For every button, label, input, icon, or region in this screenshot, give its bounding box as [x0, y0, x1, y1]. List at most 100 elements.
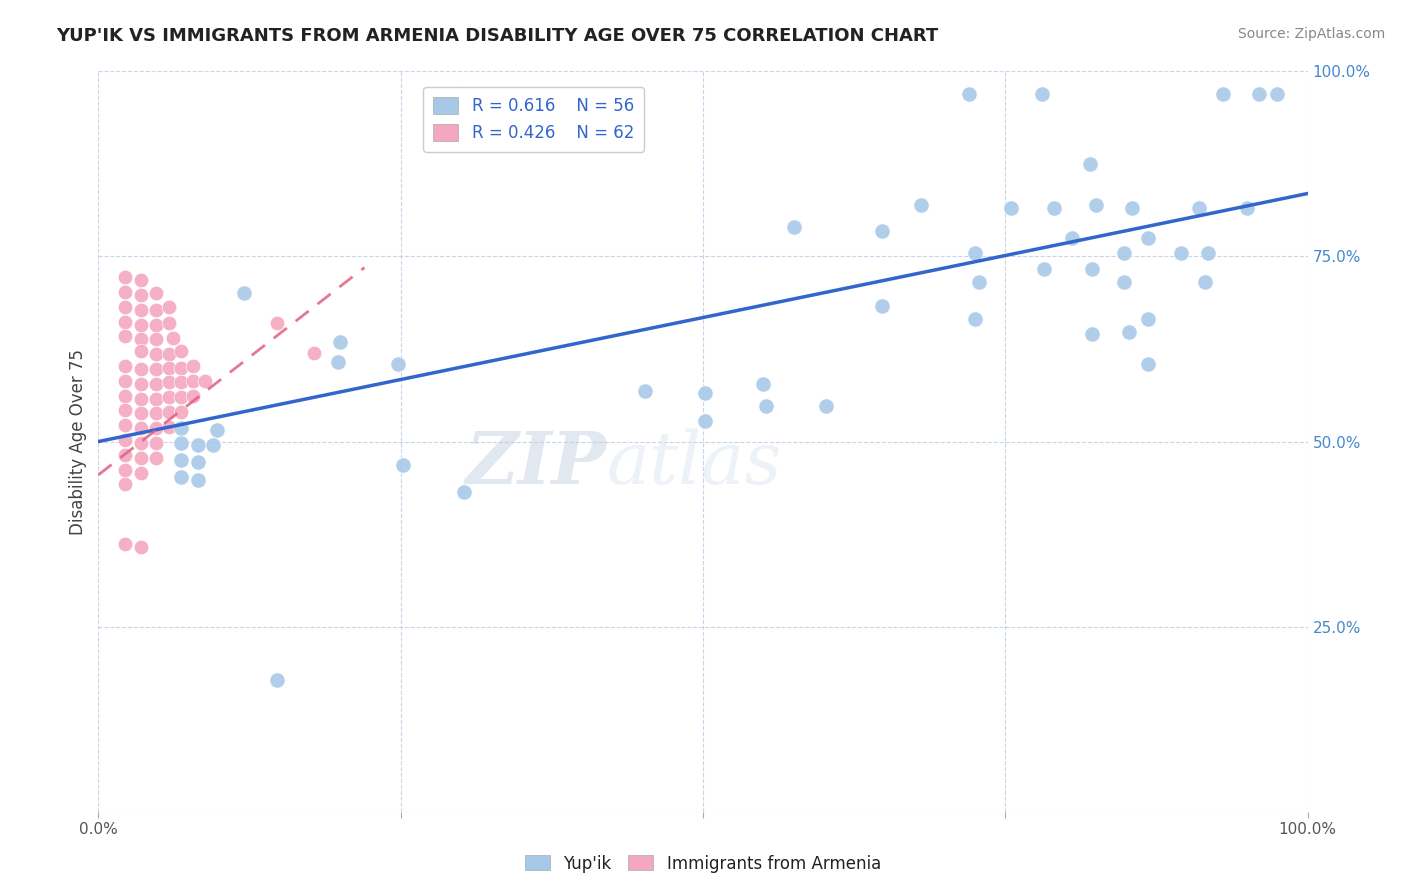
Point — [967, 276, 990, 290]
Point — [157, 360, 180, 375]
Text: Source: ZipAtlas.com: Source: ZipAtlas.com — [1237, 27, 1385, 41]
Point — [1188, 202, 1211, 216]
Point — [145, 318, 167, 332]
Point — [129, 288, 152, 302]
Point — [1249, 87, 1271, 101]
Point — [145, 302, 167, 317]
Point — [965, 245, 987, 260]
Point — [129, 421, 152, 435]
Point — [145, 347, 167, 361]
Point — [387, 357, 409, 371]
Point — [1118, 325, 1140, 339]
Point — [181, 389, 204, 403]
Point — [129, 273, 152, 287]
Point — [129, 436, 152, 450]
Point — [114, 403, 136, 417]
Point — [114, 285, 136, 299]
Point — [870, 223, 893, 237]
Point — [145, 436, 167, 450]
Point — [129, 318, 152, 332]
Point — [129, 450, 152, 465]
Point — [1112, 245, 1135, 260]
Point — [114, 270, 136, 285]
Point — [232, 286, 254, 301]
Point — [1197, 245, 1219, 260]
Legend: R = 0.616    N = 56, R = 0.426    N = 62: R = 0.616 N = 56, R = 0.426 N = 62 — [423, 87, 644, 152]
Point — [870, 299, 893, 313]
Point — [202, 438, 225, 452]
Point — [453, 484, 475, 499]
Point — [145, 376, 167, 391]
Point — [114, 300, 136, 314]
Point — [169, 436, 191, 450]
Point — [957, 87, 980, 101]
Point — [1085, 197, 1108, 211]
Point — [129, 376, 152, 391]
Point — [181, 374, 204, 388]
Point — [815, 399, 838, 413]
Point — [114, 433, 136, 447]
Point — [114, 448, 136, 462]
Point — [145, 392, 167, 406]
Point — [145, 421, 167, 435]
Point — [1136, 231, 1159, 245]
Point — [169, 360, 191, 375]
Point — [1081, 327, 1104, 342]
Point — [1121, 202, 1143, 216]
Point — [157, 390, 180, 404]
Point — [169, 376, 191, 390]
Point — [1236, 202, 1258, 216]
Point — [169, 344, 191, 359]
Point — [114, 463, 136, 477]
Point — [129, 362, 152, 376]
Point — [169, 470, 191, 484]
Point — [129, 332, 152, 346]
Point — [187, 438, 209, 452]
Point — [755, 399, 778, 413]
Point — [326, 354, 349, 368]
Point — [450, 87, 472, 101]
Point — [302, 345, 325, 359]
Point — [187, 455, 209, 469]
Point — [145, 450, 167, 465]
Point — [187, 473, 209, 487]
Text: atlas: atlas — [606, 428, 782, 499]
Point — [114, 374, 136, 388]
Point — [194, 374, 217, 388]
Point — [114, 315, 136, 329]
Point — [329, 334, 352, 349]
Point — [1060, 231, 1083, 245]
Point — [157, 300, 180, 314]
Point — [162, 331, 184, 345]
Point — [129, 392, 152, 406]
Point — [157, 405, 180, 419]
Point — [1267, 87, 1289, 101]
Point — [169, 405, 191, 419]
Point — [695, 414, 717, 428]
Point — [1136, 357, 1159, 371]
Point — [129, 302, 152, 317]
Point — [114, 418, 136, 433]
Point — [1081, 262, 1104, 277]
Point — [114, 389, 136, 403]
Point — [114, 537, 136, 551]
Point — [114, 359, 136, 373]
Point — [1042, 202, 1064, 216]
Point — [181, 359, 204, 373]
Point — [157, 316, 180, 330]
Point — [145, 406, 167, 420]
Point — [169, 421, 191, 435]
Point — [695, 386, 717, 401]
Point — [145, 286, 167, 301]
Point — [1031, 87, 1053, 101]
Point — [169, 453, 191, 467]
Point — [1194, 276, 1216, 290]
Point — [114, 477, 136, 491]
Point — [157, 347, 180, 361]
Point — [114, 329, 136, 343]
Point — [129, 540, 152, 554]
Point — [1212, 87, 1234, 101]
Point — [129, 344, 152, 359]
Point — [1136, 312, 1159, 326]
Point — [157, 419, 180, 434]
